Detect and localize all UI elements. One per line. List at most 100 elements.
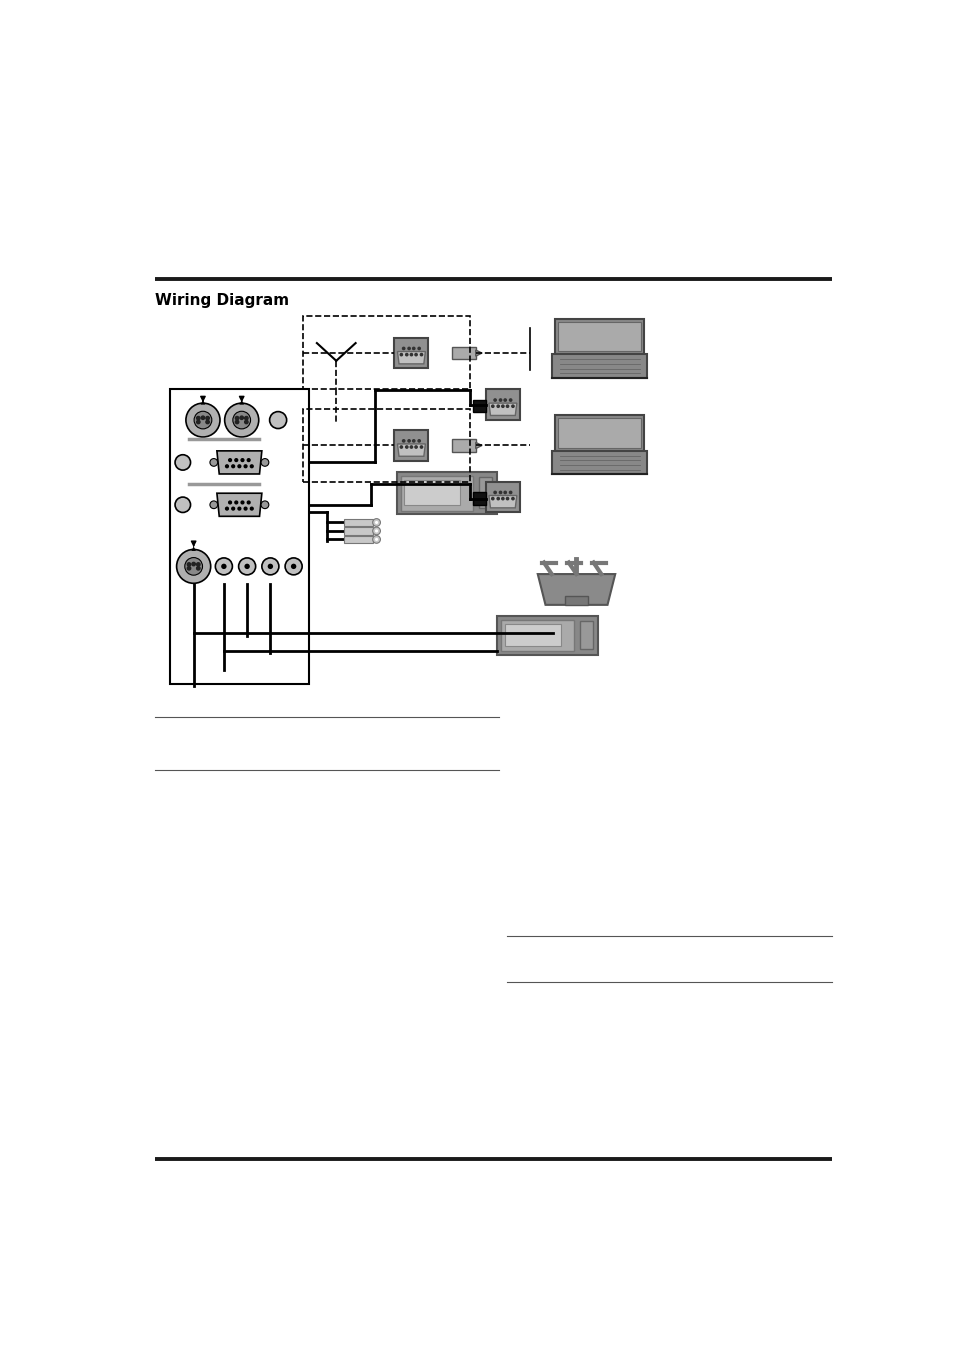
Polygon shape — [397, 351, 425, 363]
Circle shape — [494, 492, 496, 493]
Circle shape — [402, 439, 404, 442]
Circle shape — [193, 411, 212, 428]
Polygon shape — [239, 400, 244, 405]
Circle shape — [215, 558, 233, 574]
Circle shape — [399, 354, 402, 355]
Polygon shape — [216, 451, 261, 474]
Circle shape — [225, 465, 228, 467]
Circle shape — [412, 439, 415, 442]
Circle shape — [229, 501, 232, 504]
Circle shape — [206, 416, 209, 420]
Circle shape — [373, 519, 380, 527]
Circle shape — [247, 459, 250, 462]
Circle shape — [497, 497, 498, 500]
Circle shape — [176, 550, 211, 584]
Circle shape — [270, 412, 286, 428]
Circle shape — [491, 497, 494, 500]
Circle shape — [285, 558, 302, 574]
Circle shape — [250, 507, 253, 511]
Circle shape — [511, 497, 514, 500]
Bar — [497, 616, 598, 655]
Polygon shape — [476, 350, 481, 357]
Circle shape — [201, 416, 205, 419]
Circle shape — [410, 354, 412, 355]
Bar — [394, 430, 428, 461]
Circle shape — [408, 439, 410, 442]
Circle shape — [506, 405, 508, 408]
Bar — [478, 477, 492, 508]
Bar — [473, 400, 485, 412]
Bar — [558, 417, 640, 447]
Circle shape — [196, 566, 200, 570]
Circle shape — [410, 446, 412, 449]
Circle shape — [196, 420, 200, 424]
Circle shape — [399, 446, 402, 449]
Bar — [452, 347, 476, 359]
Circle shape — [196, 416, 200, 420]
Circle shape — [174, 497, 191, 512]
Bar — [303, 316, 469, 389]
Circle shape — [375, 530, 377, 532]
Circle shape — [509, 492, 511, 493]
Circle shape — [244, 420, 248, 424]
Circle shape — [420, 446, 422, 449]
Circle shape — [491, 405, 494, 408]
Circle shape — [192, 562, 195, 566]
Bar — [552, 451, 647, 474]
Bar — [344, 527, 373, 535]
Bar — [303, 408, 469, 482]
Circle shape — [241, 459, 244, 462]
Circle shape — [415, 446, 416, 449]
Polygon shape — [216, 493, 261, 516]
Circle shape — [237, 465, 240, 467]
Bar — [552, 354, 647, 378]
Circle shape — [405, 354, 408, 355]
Circle shape — [224, 403, 258, 436]
Circle shape — [244, 465, 247, 467]
Circle shape — [261, 458, 269, 466]
Circle shape — [244, 416, 248, 420]
Bar — [555, 415, 643, 451]
Polygon shape — [488, 496, 517, 508]
Circle shape — [250, 465, 253, 467]
Circle shape — [498, 492, 501, 493]
Circle shape — [232, 465, 234, 467]
Bar — [473, 493, 485, 505]
Circle shape — [511, 405, 514, 408]
Circle shape — [402, 347, 404, 350]
Circle shape — [268, 563, 273, 569]
Bar — [505, 624, 560, 646]
Circle shape — [234, 501, 237, 504]
Circle shape — [235, 416, 238, 420]
Circle shape — [373, 527, 380, 535]
Bar — [564, 596, 587, 605]
Circle shape — [210, 458, 217, 466]
Circle shape — [233, 411, 251, 428]
Circle shape — [235, 420, 238, 424]
Bar — [400, 476, 473, 511]
Circle shape — [261, 558, 278, 574]
Bar — [404, 480, 459, 505]
Circle shape — [261, 501, 269, 508]
Circle shape — [210, 501, 217, 508]
Circle shape — [187, 563, 191, 566]
Circle shape — [408, 347, 410, 350]
Polygon shape — [200, 400, 205, 405]
Circle shape — [196, 563, 200, 566]
Bar — [500, 620, 574, 651]
Circle shape — [244, 507, 247, 511]
Bar — [170, 389, 309, 684]
Bar — [396, 471, 497, 515]
Circle shape — [420, 354, 422, 355]
Circle shape — [405, 446, 408, 449]
Bar — [394, 338, 428, 369]
Circle shape — [221, 563, 227, 569]
Circle shape — [185, 558, 202, 576]
Circle shape — [225, 507, 228, 511]
Circle shape — [494, 399, 496, 401]
Circle shape — [501, 405, 503, 408]
Bar — [344, 535, 373, 543]
Circle shape — [415, 354, 416, 355]
Circle shape — [238, 558, 255, 574]
Circle shape — [412, 347, 415, 350]
